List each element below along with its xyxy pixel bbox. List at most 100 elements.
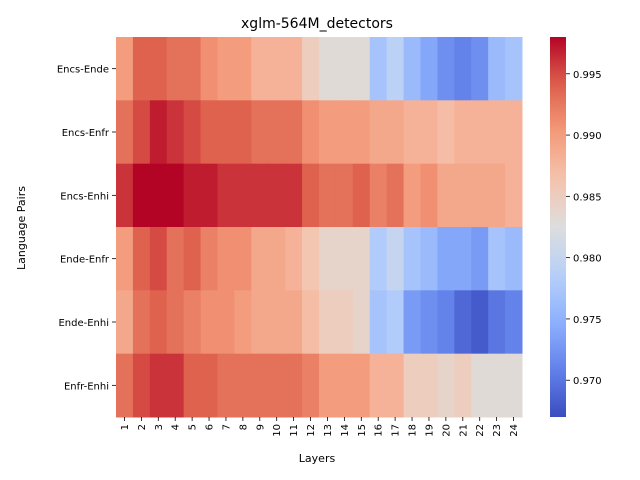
heatmap-cell [437,37,455,101]
heatmap-cell [437,100,455,165]
heatmap-cell [268,37,286,101]
heatmap-cell [217,353,235,418]
heatmap-cell [352,353,371,418]
heatmap-cell [454,37,472,101]
heatmap-cell [268,100,286,165]
chart-title: xglm-564M_detectors [241,16,393,32]
heatmap-cell [268,353,286,418]
heatmap-cell [149,100,168,165]
x-axis-label: Layers [299,452,336,465]
heatmap-cell [386,227,405,291]
heatmap-cell [149,37,168,101]
heatmap-cell [488,37,506,101]
heatmap-cell [505,227,523,291]
heatmap-cell [488,353,506,418]
heatmap-cell [369,163,388,228]
x-tick-label: 3 [154,424,165,430]
heatmap-cell [471,290,489,355]
heatmap-cell [166,227,185,291]
heatmap-cell [369,290,388,355]
heatmap-cell [149,353,168,418]
heatmap-cell [302,37,320,101]
x-tick-label: 5 [188,424,199,430]
heatmap-cell [454,100,472,165]
heatmap-cell [454,227,472,291]
heatmap-cell [454,163,472,228]
y-tick-label: Encs-Enhi [60,191,109,202]
x-tick-label: 14 [340,424,351,437]
heatmap-cell [183,163,202,228]
heatmap-cell [403,290,421,355]
heatmap-cell [166,100,185,165]
y-tick-label: Ende-Enfr [60,255,110,266]
x-tick-label: 1 [120,424,131,430]
colorbar-ticks: 0.970 0.975 0.980 0.985 0.990 0.995 [566,70,602,387]
heatmap-cell [116,37,134,101]
heatmap-cell [200,163,218,228]
heatmap-cell [200,37,218,101]
heatmap-cell [132,290,151,355]
heatmap-cell [166,290,185,355]
heatmap-cell [302,227,320,291]
heatmap-cell [437,163,455,228]
heatmap-cell [132,37,151,101]
heatmap-cell [234,227,252,291]
heatmap-cell [132,227,151,291]
heatmap-cell [200,227,218,291]
x-tick-label: 6 [205,424,216,430]
heatmap-cell [335,37,354,101]
x-tick-label: 11 [289,424,300,437]
heatmap-cell [183,353,202,418]
heatmap-cell [251,227,269,291]
colorbar-tick-label: 0.970 [573,376,602,387]
heatmap-cell [386,290,405,355]
heatmap-cell [319,227,337,291]
x-tick-label: 17 [391,424,402,437]
x-tick-label: 10 [272,424,283,437]
colorbar-tick-label: 0.980 [573,254,602,265]
heatmap-cell [335,353,354,418]
heatmap-cell [352,227,371,291]
heatmap-cell [200,290,218,355]
heatmap-cell [471,100,489,165]
heatmap-cell [217,290,235,355]
heatmap-cell [251,353,269,418]
heatmap-cell [116,290,134,355]
heatmap-cell [200,353,218,418]
heatmap-cell [386,100,405,165]
heatmap-cell [251,37,269,101]
heatmap-cell [403,100,421,165]
y-tick-label: Encs-Ende [57,65,109,76]
heatmap-cell [505,37,523,101]
x-tick-label: 21 [458,424,469,437]
heatmap-cell [386,353,405,418]
heatmap-cell [403,353,421,418]
heatmap-cell [183,100,202,165]
heatmap-cell [183,290,202,355]
heatmap-cell [116,353,134,418]
heatmap-cell [369,37,388,101]
heatmap-cell [285,163,303,228]
heatmap-cell [505,163,523,228]
heatmap-cell [335,290,354,355]
heatmap-cell [234,100,252,165]
colorbar-tick-label: 0.975 [573,315,602,326]
heatmap-cell [149,163,168,228]
heatmap-cell [488,163,506,228]
heatmap-cell [183,37,202,101]
heatmap-cell [352,290,371,355]
heatmap-cell [420,37,438,101]
x-tick-label: 12 [306,424,317,437]
heatmap-cell [234,37,252,101]
heatmap-cell [251,100,269,165]
heatmap-cell [217,100,235,165]
heatmap-cell [369,353,388,418]
y-tick-label: Enfr-Enhi [64,381,109,392]
heatmap-cell [319,353,337,418]
heatmap-cell [285,100,303,165]
heatmap-cell [200,100,218,165]
heatmap-cell [403,37,421,101]
colorbar-tick-label: 0.985 [573,192,602,203]
heatmap-cell [319,100,337,165]
